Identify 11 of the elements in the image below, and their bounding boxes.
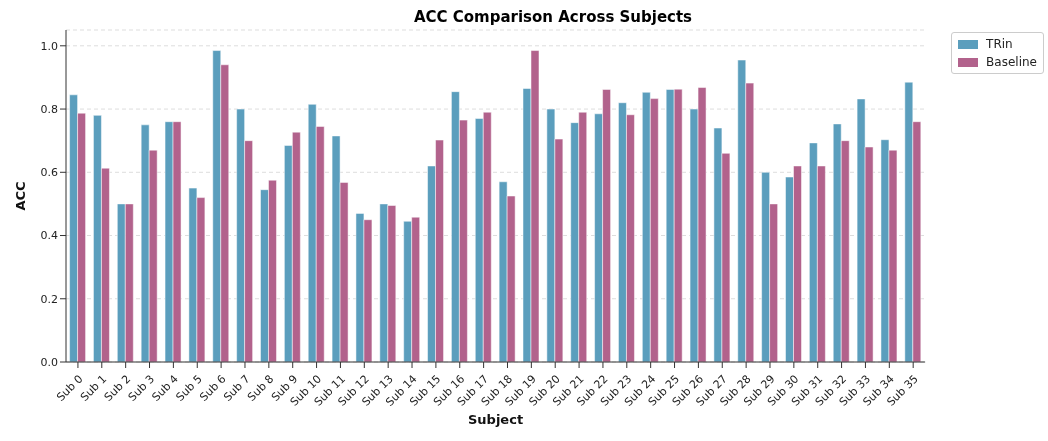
chart-title: ACC Comparison Across Subjects	[412, 8, 694, 28]
y-tick-label: 0.6	[40, 166, 58, 180]
y-tick-label: 1.0	[40, 39, 58, 53]
y-axis-title: ACC	[12, 181, 28, 211]
legend-label: TRin	[986, 36, 1013, 53]
y-tick-label: 0.8	[40, 102, 58, 116]
legend-label: Baseline	[986, 54, 1037, 71]
y-tick-label: 0.4	[40, 229, 58, 243]
x-axis-title: Subject	[467, 412, 524, 427]
y-tick-label: 0.0	[40, 355, 58, 369]
y-tick-label: 0.2	[40, 292, 58, 306]
